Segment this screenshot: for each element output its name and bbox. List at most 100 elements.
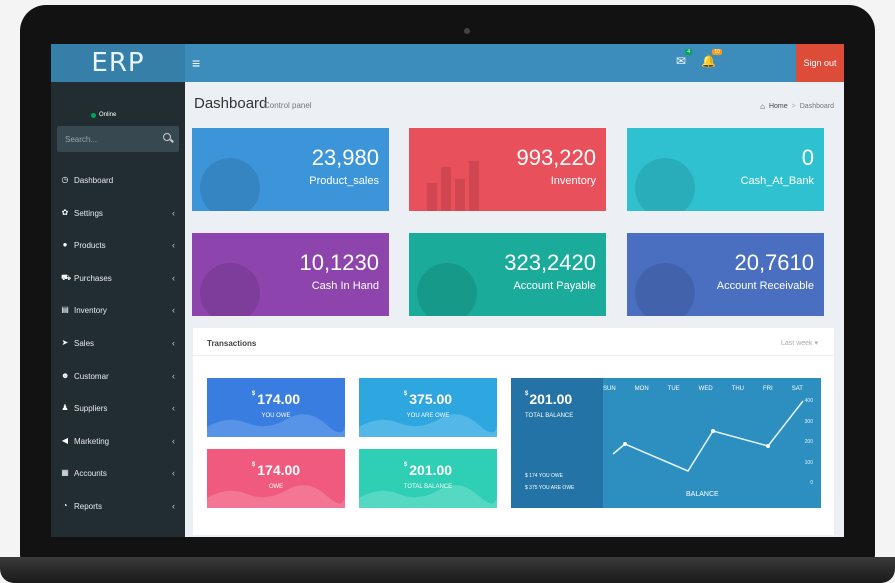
chevron-left-icon: ‹ <box>172 370 175 381</box>
sidebar-item-products[interactable]: ● Products ‹ <box>51 235 185 257</box>
weekday-label: TUE <box>667 386 680 392</box>
tile-value: 375.00 <box>409 391 453 407</box>
sidebar-item-sales[interactable]: ➤ Sales ‹ <box>51 333 185 355</box>
stat-label: Cash_At_Bank <box>740 175 814 187</box>
stat-card[interactable]: 323,2420 Account Payable <box>409 233 606 316</box>
sidebar-item-label: Purchases <box>74 273 112 283</box>
sidebar-item-label: Accounts <box>74 469 107 479</box>
transaction-tile[interactable]: $375.00 YOU ARE OWE <box>359 378 497 437</box>
tile-wave <box>359 414 497 437</box>
sidebar-item-inventory[interactable]: ▤ Inventory ‹ <box>51 300 185 322</box>
rocket-icon: ➤ <box>61 338 69 347</box>
bullhorn-icon: ◀ <box>61 435 69 445</box>
logo[interactable]: ERP <box>51 44 185 82</box>
tile-amount: $174.00 <box>207 462 345 478</box>
stat-label: Inventory <box>550 175 596 187</box>
tile-value: 201.00 <box>409 462 453 478</box>
search-icon[interactable] <box>163 133 171 141</box>
balance-line <box>612 400 804 472</box>
sidebar-item-purchases[interactable]: ⛟ Purchases ‹ <box>51 268 185 290</box>
sidebar-item-accounts[interactable]: ▦ Accounts ‹ <box>51 463 185 485</box>
sidebar-item-marketing[interactable]: ◀ Marketing ‹ <box>51 431 185 453</box>
tile-label: YOU OWE <box>261 413 291 419</box>
sidebar-item-settings[interactable]: ✿ Settings ‹ <box>51 203 185 225</box>
screen: ERP ≡ ✉ 4 🔔 10 Sign out Online ◷ Dashboar… <box>51 44 844 537</box>
tile-wave <box>207 485 345 508</box>
tile-label: YOU ARE OWE <box>406 413 450 419</box>
balance-line-chart <box>612 400 804 472</box>
sidebar-item-label: Products <box>74 241 106 251</box>
bar-chart-icon <box>427 161 479 211</box>
bell-icon[interactable]: 🔔 10 <box>701 49 722 68</box>
sign-out-button[interactable]: Sign out <box>796 44 844 82</box>
balance-owe-line: $ 375 YOU ARE OWE <box>525 485 575 491</box>
sidebar-item-label: Inventory <box>74 306 107 316</box>
sidebar-item-label: Customar <box>74 371 109 381</box>
sidebar-item-reports[interactable]: ◔ Reports ‹ <box>51 496 185 518</box>
weekday-label: FRI <box>763 386 773 392</box>
chevron-left-icon: ‹ <box>172 207 175 218</box>
balance-point <box>623 442 627 446</box>
tile-amount: $201.00 <box>359 462 497 478</box>
balance-summary: $201.00 TOTAL BALANCE $ 174 YOU OWE $ 37… <box>511 378 603 508</box>
stat-card[interactable]: 23,980 Product_sales <box>192 128 389 211</box>
transaction-tile[interactable]: $174.00 YOU OWE <box>207 378 345 437</box>
axis-tick-label: 200 <box>804 439 813 445</box>
stat-value: 23,980 <box>311 145 379 170</box>
balance-owe-line: $ 174 YOU OWE <box>525 473 563 479</box>
chevron-left-icon: ‹ <box>172 501 175 511</box>
search-input[interactable] <box>57 126 157 152</box>
weekday-label: MON <box>634 386 649 392</box>
dashboard-icon: ◷ <box>61 175 69 184</box>
stat-card[interactable]: 0 Cash_At_Bank <box>627 128 824 211</box>
stat-label: Product_sales <box>309 175 379 187</box>
sidebar-item-label: Settings <box>74 208 103 218</box>
chevron-left-icon: ‹ <box>172 240 175 251</box>
sidebar-item-suppliers[interactable]: ♟ Suppliers ‹ <box>51 398 185 420</box>
breadcrumb-separator: > <box>791 103 796 110</box>
tile-wave <box>207 414 345 437</box>
tile-amount: $174.00 <box>207 391 345 407</box>
inventory-icon: ▤ <box>61 305 69 315</box>
transaction-tile[interactable]: $201.00 TOTAL BALANCE <box>359 449 497 508</box>
users-icon: ☻ <box>61 370 70 380</box>
stat-decoration <box>200 263 260 316</box>
panel-divider <box>193 355 834 356</box>
transactions-panel: Transactions Last week ▾ $174.00 YOU OWE $… <box>193 328 834 535</box>
stat-value: 993,220 <box>516 145 596 170</box>
breadcrumb-home[interactable]: Home <box>768 103 788 110</box>
gear-icon: ✿ <box>61 207 69 217</box>
sidebar-item-label: Dashboard <box>74 176 114 185</box>
tile-currency: $ <box>403 462 408 468</box>
breadcrumb-current: Dashboard <box>799 103 834 110</box>
balance-currency: $ <box>525 391 529 397</box>
sidebar-item-customar[interactable]: ☻ Customar ‹ <box>51 366 185 388</box>
chevron-left-icon: ‹ <box>172 305 175 316</box>
tile-currency: $ <box>403 391 408 397</box>
calculator-icon: ▦ <box>61 468 69 478</box>
stat-label: Cash In Hand <box>311 280 379 292</box>
sidebar-item-dashboard[interactable]: ◷ Dashboard <box>51 170 185 192</box>
period-dropdown[interactable]: Last week ▾ <box>781 340 818 347</box>
balance-caption: BALANCE <box>686 491 719 498</box>
online-status: Online <box>91 112 116 118</box>
stat-decoration <box>417 263 477 316</box>
axis-tick-label: 0 <box>810 480 813 486</box>
chevron-left-icon: ‹ <box>172 403 175 414</box>
sidebar-item-label: Suppliers <box>74 404 108 414</box>
mail-icon[interactable]: ✉ 4 <box>676 49 693 68</box>
axis-tick-label: 400 <box>804 398 813 404</box>
page-title: Dashboard <box>194 95 268 112</box>
stat-value: 323,2420 <box>504 250 596 275</box>
stat-card[interactable]: 20,7610 Account Receivable <box>627 233 824 316</box>
online-label: Online <box>99 112 117 118</box>
apple-icon: ● <box>62 240 68 250</box>
sidebar: Online ◷ Dashboard ✿ Settings ‹ ● Products ‹ ⛟Pu… <box>51 82 185 537</box>
balance-point <box>766 444 770 448</box>
transaction-tile[interactable]: $174.00 OWE <box>207 449 345 508</box>
page-subtitle: Control panel <box>264 101 312 110</box>
stat-card[interactable]: 10,1230 Cash In Hand <box>192 233 389 316</box>
stat-card[interactable]: 993,220 Inventory <box>409 128 606 211</box>
tile-currency: $ <box>251 462 256 468</box>
menu-toggle-icon[interactable]: ≡ <box>192 55 201 71</box>
